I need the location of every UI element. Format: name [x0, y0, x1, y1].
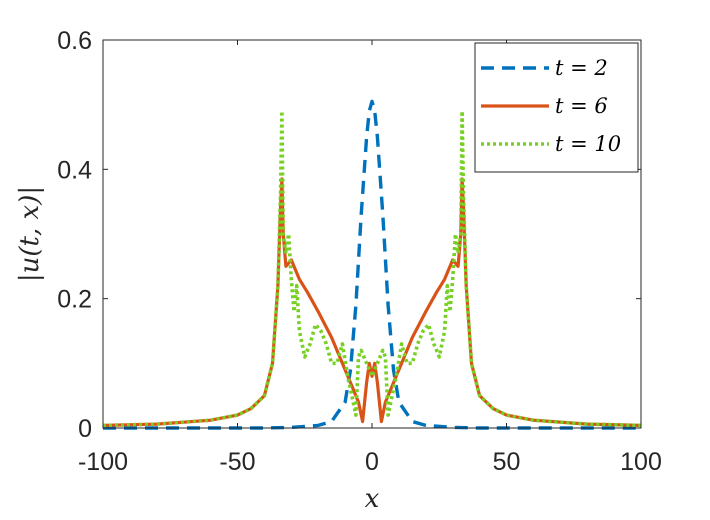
legend-label-1: t = 2 — [555, 56, 608, 80]
y-tick-label: 0.4 — [57, 156, 92, 184]
legend-label-3: t = 10 — [555, 132, 621, 156]
series-layer — [102, 99, 642, 430]
legend-label-2: t = 6 — [555, 94, 608, 118]
x-axis-label: x — [365, 484, 380, 514]
y-tick-label: 0 — [78, 415, 92, 443]
x-tick-label: 50 — [493, 448, 521, 476]
x-tick-label: -50 — [219, 448, 255, 476]
y-tick-label: 0.2 — [57, 286, 92, 314]
x-tick-label: -100 — [78, 448, 128, 476]
y-tick-label: 0.6 — [57, 27, 92, 55]
x-tick-label: 0 — [365, 448, 379, 476]
x-tick-label: 100 — [620, 448, 662, 476]
legend: t = 2 t = 6 t = 10 — [474, 42, 639, 173]
series-line-1 — [103, 99, 641, 430]
y-axis-label: |u(t, x)| — [15, 186, 45, 282]
tick-layer: -100 -50 0 50 100 0 0.2 0.4 0.6 — [57, 27, 662, 476]
series-line-3 — [102, 109, 642, 428]
